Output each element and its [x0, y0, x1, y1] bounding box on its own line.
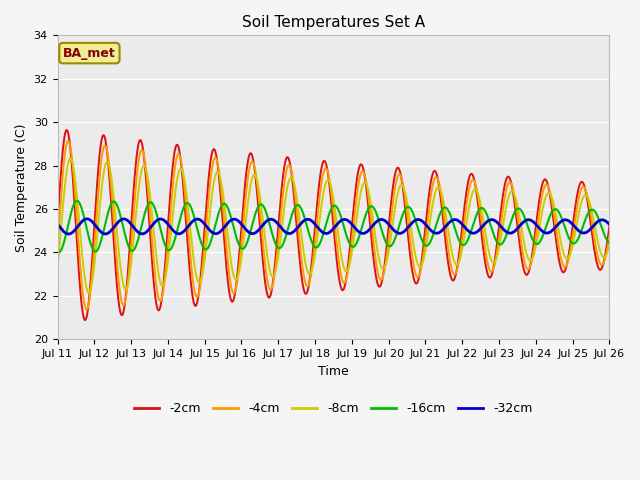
-4cm — [266, 286, 273, 291]
-2cm — [63, 127, 70, 133]
-8cm — [67, 156, 74, 161]
-4cm — [65, 138, 72, 144]
Line: -4cm: -4cm — [58, 141, 609, 310]
Line: -8cm: -8cm — [58, 158, 609, 293]
-4cm — [117, 295, 125, 301]
-4cm — [54, 245, 61, 251]
Legend: -2cm, -4cm, -8cm, -16cm, -32cm: -2cm, -4cm, -8cm, -16cm, -32cm — [129, 397, 538, 420]
-32cm — [595, 218, 603, 224]
-4cm — [83, 307, 90, 312]
-2cm — [81, 317, 89, 323]
-8cm — [150, 228, 157, 233]
-2cm — [605, 224, 613, 229]
-2cm — [266, 295, 273, 300]
-8cm — [117, 267, 125, 273]
-16cm — [150, 203, 157, 208]
-32cm — [65, 231, 72, 237]
-8cm — [290, 179, 298, 184]
-32cm — [536, 226, 543, 231]
-16cm — [595, 217, 603, 223]
Title: Soil Temperatures Set A: Soil Temperatures Set A — [242, 15, 425, 30]
-4cm — [605, 233, 613, 239]
-2cm — [150, 278, 157, 284]
-8cm — [266, 266, 273, 272]
-2cm — [54, 224, 61, 229]
-32cm — [266, 216, 273, 222]
-4cm — [290, 180, 298, 185]
-16cm — [290, 208, 298, 214]
Y-axis label: Soil Temperature (C): Soil Temperature (C) — [15, 123, 28, 252]
-2cm — [595, 266, 603, 272]
-16cm — [55, 250, 63, 255]
-32cm — [83, 216, 91, 222]
-32cm — [54, 221, 61, 227]
-8cm — [54, 264, 61, 270]
Line: -2cm: -2cm — [58, 130, 609, 320]
-32cm — [117, 217, 125, 223]
-8cm — [536, 224, 543, 229]
-16cm — [536, 240, 543, 245]
-32cm — [605, 221, 613, 227]
-16cm — [73, 198, 81, 204]
-2cm — [536, 196, 543, 202]
-32cm — [290, 229, 298, 235]
-4cm — [150, 256, 157, 262]
-4cm — [595, 258, 603, 264]
-16cm — [54, 249, 61, 255]
-8cm — [595, 244, 603, 250]
Line: -16cm: -16cm — [58, 201, 609, 252]
-2cm — [290, 188, 298, 193]
-8cm — [85, 290, 93, 296]
-8cm — [605, 241, 613, 247]
X-axis label: Time: Time — [318, 365, 349, 378]
Text: BA_met: BA_met — [63, 47, 116, 60]
-16cm — [266, 221, 273, 227]
-2cm — [117, 311, 125, 317]
-32cm — [150, 221, 157, 227]
-4cm — [536, 208, 543, 214]
Line: -32cm: -32cm — [58, 219, 609, 234]
-16cm — [605, 240, 613, 246]
-16cm — [117, 215, 125, 220]
